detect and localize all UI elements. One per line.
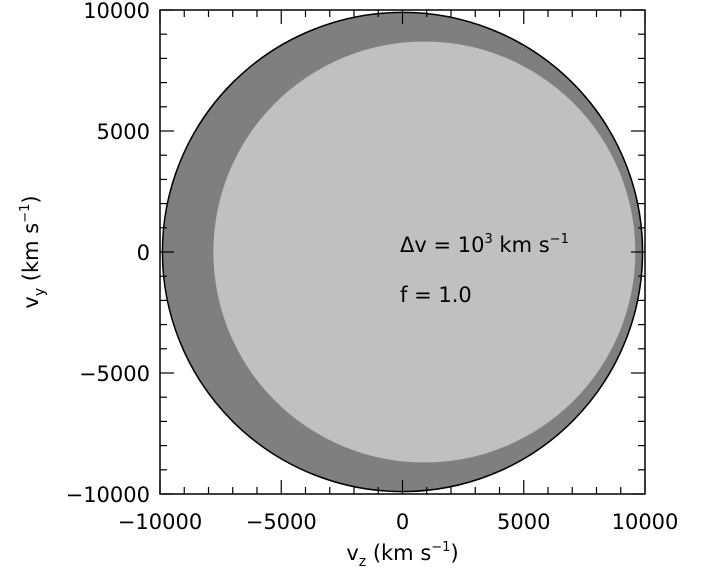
y-tick-label: 10000 <box>83 0 150 23</box>
x-tick-label: −5000 <box>246 510 317 534</box>
region-layer <box>161 11 644 493</box>
tick-layer <box>159 9 646 495</box>
y-tick-label: 0 <box>137 241 150 265</box>
x-tick-label: 0 <box>396 510 409 534</box>
x-tick-label: 10000 <box>612 510 679 534</box>
delta-v-annotation: Δv = 103 km s−1 <box>400 232 569 257</box>
y-tick-label: 5000 <box>97 120 150 144</box>
tick-label-layer: −10000 −5000 0 5000 10000 −10000 −5000 0 5000 100… <box>66 0 679 534</box>
region-inner <box>213 41 636 463</box>
y-axis-title: vy (km s−1) <box>18 195 48 308</box>
y-tick-label: −5000 <box>79 362 150 386</box>
f-annotation: f = 1.0 <box>400 283 472 307</box>
x-tick-label: 5000 <box>497 510 550 534</box>
x-axis-title: vz (km s−1) <box>346 540 458 570</box>
y-tick-label: −10000 <box>66 483 150 507</box>
x-tick-label: −10000 <box>118 510 202 534</box>
